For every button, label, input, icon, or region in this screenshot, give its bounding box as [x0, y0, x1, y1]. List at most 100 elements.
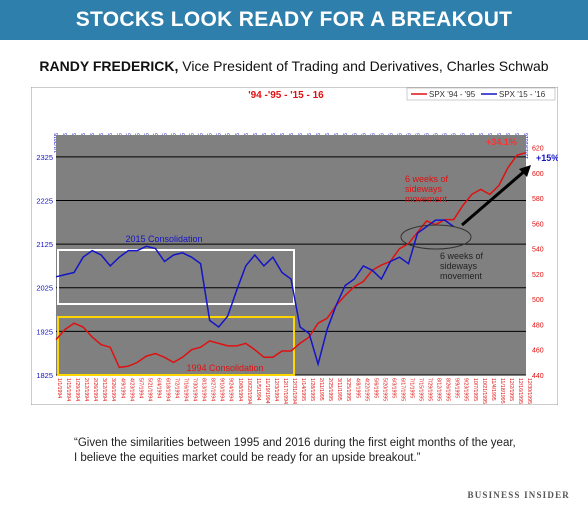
bottom-date-tick: 9/9/1995 [454, 378, 460, 398]
bottom-date-tick: 5/6/1995 [372, 378, 378, 398]
chart-svg: 1/1/20151/15/20151/29/20152/12/20152/26/… [30, 86, 565, 406]
page-title: STOCKS LOOK READY FOR A BREAKOUT [75, 8, 513, 31]
bottom-date-tick: 5/7/1994 [137, 378, 143, 398]
legend-label-2016: SPX '15 - '16 [499, 90, 546, 99]
byline: RANDY FREDERICK, Vice President of Tradi… [0, 58, 588, 74]
right-axis-tick: 480 [532, 322, 544, 329]
bottom-date-tick: 3/11/1995 [336, 378, 342, 401]
left-axis: 1825 1925 2025 2125 2225 2325 [36, 153, 53, 380]
bottom-date-tick: 7/2/1994 [174, 378, 180, 398]
bottom-date-tick: 2/26/1994 [92, 378, 98, 401]
annotation-plus-34: +34.1% [486, 137, 517, 147]
bottom-date-tick: 8/27/1994 [210, 378, 216, 401]
right-axis-tick: 440 [532, 373, 544, 380]
breakout-arrowhead [519, 165, 531, 177]
right-axis-tick: 520 [532, 272, 544, 279]
left-axis-tick: 1925 [36, 327, 53, 336]
bottom-date-tick: 11/19/1994 [264, 378, 270, 404]
bottom-date-tick: 6/4/1994 [155, 378, 161, 398]
breakout-arrow [461, 167, 528, 227]
left-axis-tick: 2125 [36, 240, 53, 249]
bottom-date-tick: 12/3/1994 [273, 378, 279, 401]
bottom-date-tick: 4/9/1994 [119, 378, 125, 398]
legend-label-1995: SPX '94 - '95 [429, 90, 476, 99]
bottom-date-tick: 7/30/1994 [192, 378, 198, 401]
bottom-date-tick: 8/12/1995 [436, 378, 442, 401]
bottom-date-tick: 4/22/1995 [363, 378, 369, 401]
left-axis-tick: 1825 [36, 371, 53, 380]
bottom-date-tick: 6/3/1995 [390, 378, 396, 398]
bottom-date-tick: 1/1/1994 [56, 378, 62, 398]
annotation-1994-consolidation: 1994 Consolidation [186, 363, 263, 373]
annotation-sideways-red: 6 weeks of sideways movement [405, 174, 449, 204]
right-axis-tick: 600 [532, 171, 544, 178]
bottom-date-tick: 11/5/1994 [255, 378, 261, 401]
bottom-date-tick: 2/11/1995 [318, 378, 324, 401]
bottom-date-tick: 6/17/1995 [399, 378, 405, 401]
bottom-date-tick: 5/21/1994 [146, 378, 152, 401]
bottom-date-tick: 7/16/1994 [183, 378, 189, 401]
bottom-date-tick: 7/1/1995 [409, 378, 415, 398]
bottom-date-tick: 3/25/1995 [345, 378, 351, 401]
left-axis-tick: 2225 [36, 196, 53, 205]
sideways-oval [400, 224, 472, 250]
right-axis-tick: 460 [532, 348, 544, 355]
bottom-date-tick: 2/12/1994 [83, 378, 89, 401]
bottom-date-tick: 9/23/1995 [463, 378, 469, 401]
bottom-date-tick: 10/8/1994 [237, 378, 243, 401]
plot-area [56, 135, 526, 375]
byline-role: Vice President of Trading and Derivative… [182, 58, 549, 74]
bottom-date-tick: 12/2/1995 [508, 378, 514, 401]
right-axis-tick: 540 [532, 247, 544, 254]
bottom-date-tick: 8/13/1994 [201, 378, 207, 401]
bottom-date-tick: 10/22/1994 [246, 378, 252, 404]
bottom-date-tick: 2/25/1995 [327, 378, 333, 401]
byline-name: RANDY FREDERICK, [39, 58, 179, 74]
left-axis-tick: 2025 [36, 284, 53, 293]
right-axis-tick: 560 [532, 221, 544, 228]
legend: SPX '94 - '95 SPX '15 - '16 [406, 87, 556, 101]
chart-title: '94 -'95 - '15 - 16 [248, 90, 324, 101]
bottom-date-tick: 12/17/1994 [282, 378, 288, 404]
chart: 1/1/20151/15/20151/29/20152/12/20152/26/… [30, 86, 565, 406]
top-date-tick: 12/29/2016 [524, 133, 530, 159]
quote-text: “Given the similarities between 1995 and… [74, 437, 516, 464]
annotation-plus-15: +15%? [536, 153, 558, 163]
bottom-date-tick: 7/29/1995 [427, 378, 433, 401]
bottom-date-tick: 9/10/1994 [219, 378, 225, 401]
bottom-date-tick: 6/18/1994 [164, 378, 170, 401]
bottom-date-tick: 1/15/1994 [65, 378, 71, 401]
series-line-2016 [55, 219, 455, 367]
bottom-date-tick: 1/14/1995 [300, 378, 306, 401]
bottom-date-tick: 8/26/1995 [445, 378, 451, 401]
bottom-date-tick: 3/26/1994 [110, 378, 116, 401]
right-axis-tick: 580 [532, 196, 544, 203]
bottom-date-tick: 1/28/1995 [309, 378, 315, 401]
right-axis-tick: 620 [532, 146, 544, 153]
grid-lines [56, 156, 526, 376]
bottom-date-tick: 12/31/1994 [291, 378, 297, 404]
bottom-date-axis: 1/1/1994 1/15/1994 1/29/1994 2/12/1994 2/26/… [56, 378, 532, 404]
brand-logo: BUSINESS INSIDER [467, 490, 570, 500]
right-axis-tick: 500 [532, 297, 544, 304]
left-axis-tick: 2325 [36, 153, 53, 162]
bottom-date-tick: 12/30/1995 [526, 378, 532, 404]
bottom-date-tick: 11/18/1995 [499, 378, 505, 404]
bottom-date-tick: 3/12/1994 [101, 378, 107, 401]
bottom-date-tick: 9/24/1994 [228, 378, 234, 401]
annotation-2015-consolidation: 2015 Consolidation [125, 234, 202, 244]
bottom-date-tick: 10/21/1995 [481, 378, 487, 404]
title-banner: STOCKS LOOK READY FOR A BREAKOUT [0, 0, 588, 40]
bottom-date-tick: 5/20/1995 [381, 378, 387, 401]
consolidation-box-1994 [57, 316, 295, 376]
bottom-date-tick: 12/16/1995 [517, 378, 523, 404]
annotation-sideways-blue: 6 weeks of sideways movement [440, 251, 484, 281]
bottom-date-tick: 1/29/1994 [74, 378, 80, 401]
bottom-date-tick: 4/8/1995 [354, 378, 360, 398]
bottom-date-tick: 11/4/1995 [490, 378, 496, 401]
series-line-1995 [55, 151, 527, 369]
bottom-date-tick: 4/23/1994 [128, 378, 134, 401]
bottom-date-tick: 7/15/1995 [418, 378, 424, 401]
right-axis: 440 460 480 500 520 540 560 580 600 620 [532, 146, 544, 380]
bottom-date-tick: 10/7/1995 [472, 378, 478, 401]
